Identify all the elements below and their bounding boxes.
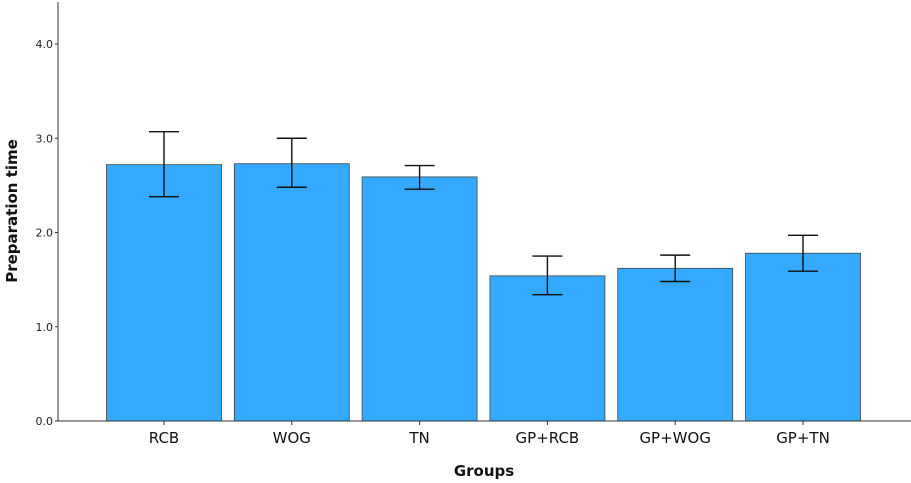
x-axis-title: Groups <box>454 462 514 480</box>
y-tick-label: 3.0 <box>36 132 54 145</box>
error-bar <box>532 255 563 296</box>
error-bar <box>788 234 818 272</box>
y-tick-label: 0.0 <box>36 415 54 428</box>
error-bar <box>149 130 179 198</box>
error-bar <box>276 137 307 188</box>
error-bar <box>660 254 691 283</box>
y-tick-label: 4.0 <box>36 38 54 51</box>
x-tick-label: GP+RCB <box>516 429 580 447</box>
y-tick-label: 2.0 <box>36 227 54 240</box>
x-tick-label: RCB <box>149 429 179 447</box>
x-tick-label: GP+WOG <box>639 429 711 447</box>
x-tick-label: GP+TN <box>776 429 830 447</box>
bar-gp-wog <box>617 267 734 422</box>
x-labels-layer: RCB WOG TN GP+RCB GP+WOG GP+TN <box>149 421 830 447</box>
bar-gp-rcb <box>489 275 606 422</box>
y-tick-label: 1.0 <box>36 321 54 334</box>
bars-layer <box>106 163 861 422</box>
error-bars-layer <box>149 130 818 296</box>
x-tick-label: WOG <box>273 429 311 447</box>
y-ticks-layer: 0.0 1.0 2.0 3.0 4.0 <box>36 38 58 428</box>
bar-tn <box>361 176 478 422</box>
x-tick-label: TN <box>408 429 429 447</box>
bar-rcb <box>106 164 222 422</box>
y-axis-title: Preparation time <box>3 139 21 283</box>
error-bar <box>404 164 435 190</box>
bar-wog <box>233 163 350 422</box>
bar-gp-tn <box>745 252 861 422</box>
